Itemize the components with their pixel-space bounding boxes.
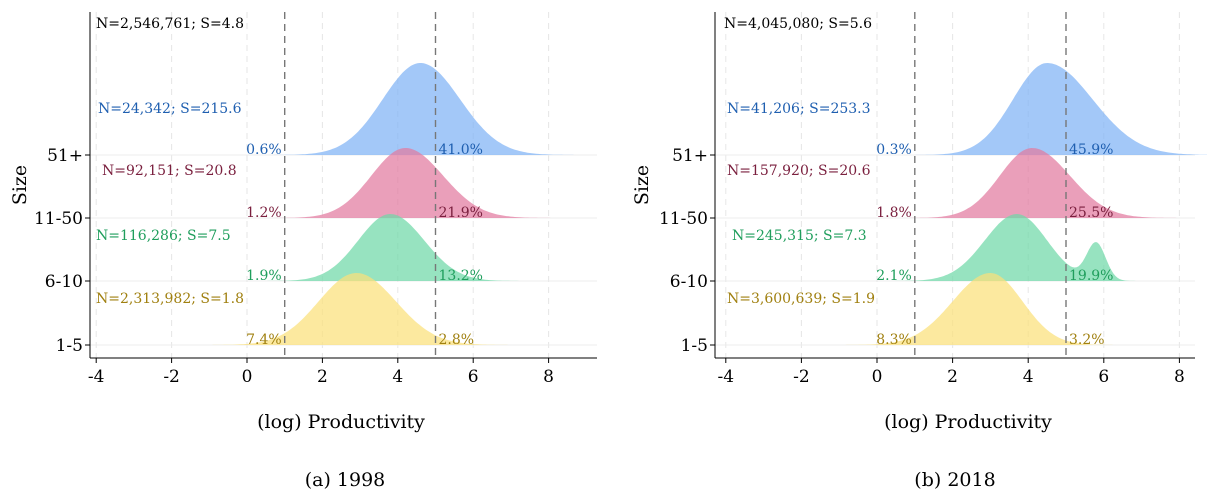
x-tick-label: -4 <box>718 367 735 387</box>
right-tail-pct-51+: 41.0% <box>439 142 483 158</box>
x-tick-label: -4 <box>88 367 105 387</box>
left-tail-pct-51+: 0.3% <box>876 142 912 158</box>
y-tick-label: 51+ <box>47 146 83 166</box>
x-tick-label: 2 <box>317 367 328 387</box>
right-tail-pct-11-50: 25.5% <box>1069 205 1113 221</box>
series-label-11-50: N=157,920; S=20.6 <box>727 163 871 179</box>
left-tail-pct-6-10: 1.9% <box>246 268 282 284</box>
x-axis-label: (log) Productivity <box>257 411 425 433</box>
density-ridge-11-50 <box>88 148 598 218</box>
right-tail-pct-1-5: 2.8% <box>439 332 475 348</box>
density-ridge-1-5 <box>718 273 1207 345</box>
left-tail-pct-51+: 0.6% <box>246 142 282 158</box>
left-tail-pct-1-5: 7.4% <box>246 332 282 348</box>
density-ridge-11-50 <box>718 148 1207 218</box>
right-tail-pct-6-10: 19.9% <box>1069 268 1113 284</box>
right-tail-pct-1-5: 3.2% <box>1069 332 1105 348</box>
y-tick-label: 1-5 <box>56 336 83 356</box>
left-tail-pct-6-10: 2.1% <box>876 268 912 284</box>
x-tick-label: 2 <box>947 367 958 387</box>
density-ridge-6-10 <box>718 214 1207 281</box>
x-tick-label: 6 <box>1098 367 1109 387</box>
total-label: N=2,546,761; S=4.8 <box>96 16 244 32</box>
density-ridge-51+ <box>88 63 598 155</box>
density-ridge-6-10 <box>88 214 598 281</box>
density-ridge-1-5 <box>88 273 598 345</box>
left-tail-pct-1-5: 8.3% <box>876 332 912 348</box>
y-axis-label: Size <box>631 165 653 205</box>
x-tick-label: 4 <box>392 367 403 387</box>
right-tail-pct-6-10: 13.2% <box>439 268 483 284</box>
y-tick-label: 11-50 <box>34 209 83 229</box>
y-axis-label: Size <box>9 165 31 205</box>
series-label-6-10: N=245,315; S=7.3 <box>732 228 867 244</box>
y-tick-label: 6-10 <box>670 272 708 292</box>
right-tail-pct-11-50: 21.9% <box>439 205 483 221</box>
x-tick-label: 6 <box>468 367 479 387</box>
x-tick-label: 8 <box>1174 367 1185 387</box>
y-tick-label: 11-50 <box>659 209 708 229</box>
y-tick-label: 1-5 <box>681 336 708 356</box>
x-axis-label: (log) Productivity <box>884 411 1052 433</box>
y-tick-label: 6-10 <box>45 272 83 292</box>
x-tick-label: 4 <box>1023 367 1034 387</box>
density-ridge-51+ <box>718 63 1207 155</box>
x-tick-label: 0 <box>242 367 253 387</box>
x-tick-label: 8 <box>543 367 554 387</box>
series-label-6-10: N=116,286; S=7.5 <box>96 228 231 244</box>
series-label-1-5: N=2,313,982; S=1.8 <box>96 291 244 307</box>
x-tick-label: 0 <box>872 367 883 387</box>
panel-1998: -4 -2 0 2 4 6 8 51+ 11-50 6-10 1-5 (log) Productivi… <box>9 12 598 491</box>
left-tail-pct-11-50: 1.8% <box>876 205 912 221</box>
series-label-1-5: N=3,600,639; S=1.9 <box>727 291 875 307</box>
left-tail-pct-11-50: 1.2% <box>246 205 282 221</box>
x-tick-label: -2 <box>793 367 810 387</box>
panel-caption: (a) 1998 <box>305 469 386 491</box>
series-label-51+: N=41,206; S=253.3 <box>727 101 871 117</box>
right-tail-pct-51+: 45.9% <box>1069 142 1113 158</box>
series-label-51+: N=24,342; S=215.6 <box>98 101 242 117</box>
series-label-11-50: N=92,151; S=20.8 <box>102 163 237 179</box>
panel-caption: (b) 2018 <box>914 469 995 491</box>
x-tick-label: -2 <box>163 367 180 387</box>
total-label: N=4,045,080; S=5.6 <box>724 16 872 32</box>
y-tick-label: 51+ <box>672 146 708 166</box>
panel-2018: -4 -2 0 2 4 6 8 51+ 11-50 6-10 1-5 (log) Productivi… <box>631 12 1207 491</box>
